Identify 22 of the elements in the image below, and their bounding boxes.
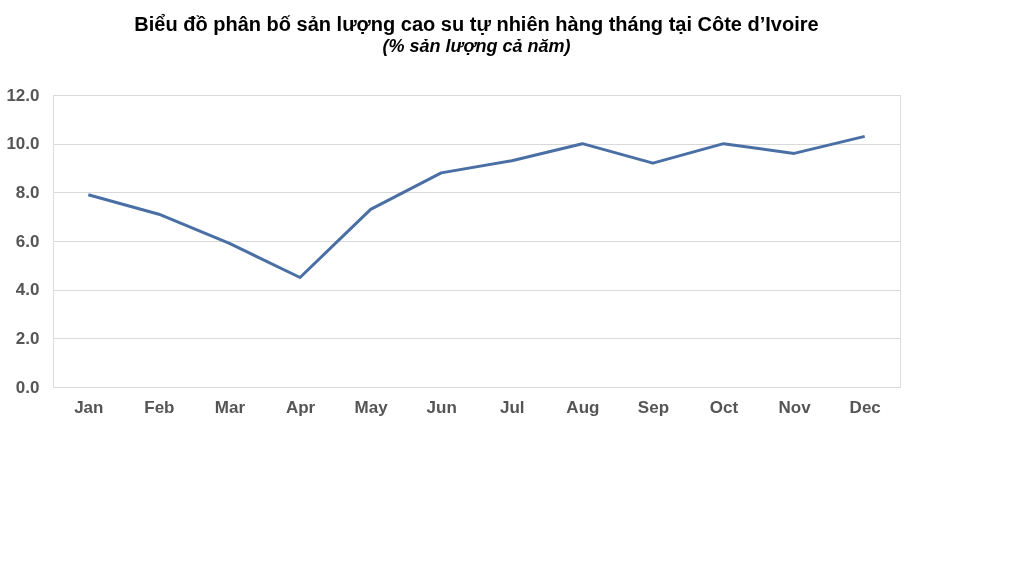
y-tick-label: 12.0 <box>6 85 40 105</box>
y-tick-label: 2.0 <box>15 328 40 348</box>
y-tick-label: 10.0 <box>6 134 40 154</box>
chart-subtitle: (% sản lượng cả năm) <box>382 36 571 56</box>
x-tick-label: Jan <box>74 397 104 417</box>
y-tick-label: 4.0 <box>15 280 40 300</box>
x-tick-label: Nov <box>778 397 812 417</box>
y-tick-label: 0.0 <box>15 377 40 397</box>
chart-title: Biểu đồ phân bố sản lượng cao su tự nhiên hàng tháng tại Côte d’Ivoire <box>134 13 819 35</box>
y-tick-label: 8.0 <box>15 182 40 202</box>
x-tick-label: May <box>354 397 389 417</box>
x-tick-label: Jul <box>500 397 525 417</box>
x-tick-label: Dec <box>849 397 881 417</box>
x-tick-label: Apr <box>285 397 316 417</box>
x-tick-label: Mar <box>214 397 246 417</box>
x-tick-label: Feb <box>144 397 175 417</box>
x-tick-label: Sep <box>637 397 670 417</box>
y-tick-label: 6.0 <box>15 231 40 251</box>
x-tick-label: Aug <box>566 397 600 417</box>
x-tick-label: Oct <box>709 397 739 417</box>
line-series <box>86 134 867 279</box>
x-tick-label: Jun <box>426 397 457 417</box>
